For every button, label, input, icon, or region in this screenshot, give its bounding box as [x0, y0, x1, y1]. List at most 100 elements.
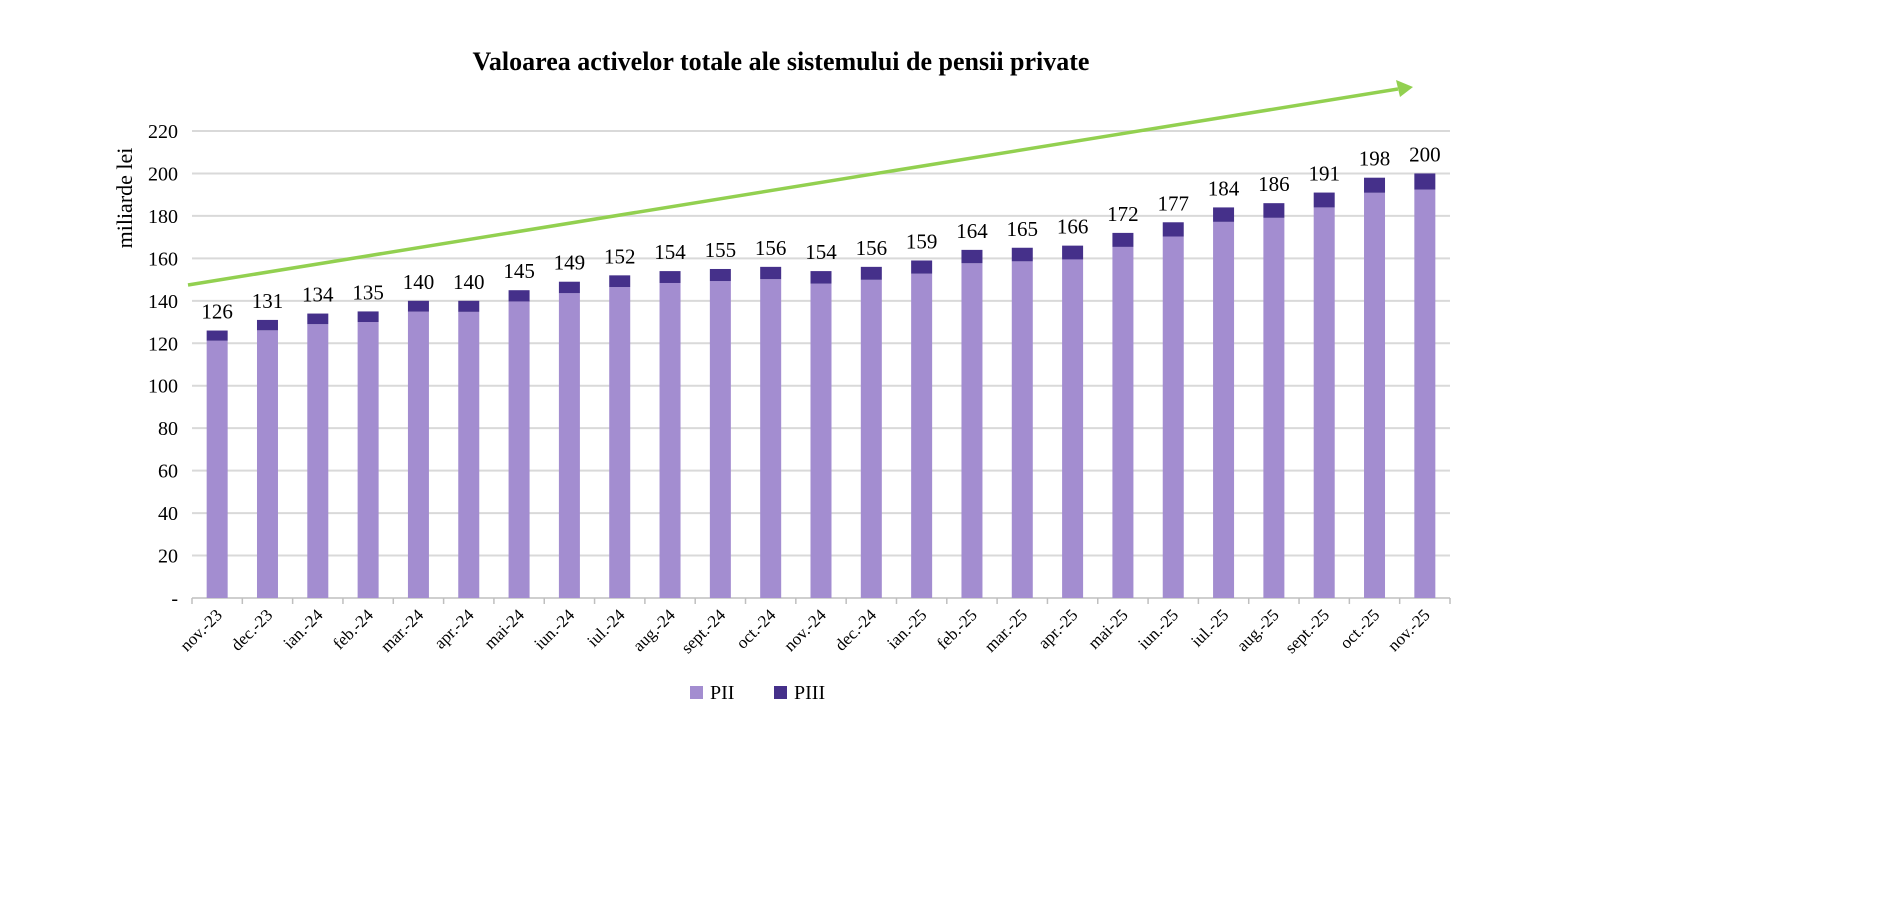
bar-piii: [1414, 173, 1436, 190]
bar-pii: [659, 282, 681, 598]
bar-piii: [1263, 203, 1285, 218]
bar-pii: [508, 301, 530, 598]
bar-piii: [1062, 245, 1084, 260]
bar-piii: [508, 290, 530, 302]
legend-label-piii: PIII: [794, 682, 825, 704]
bar-pii: [1062, 259, 1084, 598]
bar-piii: [1112, 232, 1134, 247]
y-tick-label: 120: [148, 333, 178, 355]
bar-piii: [860, 266, 882, 280]
bar-pii: [1263, 217, 1285, 598]
bar-pii: [206, 340, 228, 598]
x-tick-label: feb.-25: [933, 605, 981, 653]
bar-piii: [961, 249, 983, 264]
bar-pii: [357, 322, 379, 598]
bar-piii: [1011, 247, 1033, 262]
bar-piii: [1313, 192, 1335, 208]
data-label: 186: [1258, 172, 1290, 196]
bar-pii: [760, 279, 782, 598]
bar-piii: [760, 266, 782, 280]
bar-pii: [307, 324, 329, 598]
bar-piii: [307, 313, 329, 325]
trend-arrow-head: [1396, 80, 1413, 97]
data-label: 165: [1007, 217, 1039, 241]
bar-piii: [206, 330, 228, 341]
bar-pii: [458, 311, 480, 598]
data-label: 140: [453, 270, 485, 294]
bar-piii: [407, 300, 429, 312]
x-tick-label: iun.-24: [530, 605, 578, 653]
bar-pii: [1313, 207, 1335, 598]
data-label: 191: [1308, 162, 1340, 186]
x-tick-label: mai-25: [1084, 605, 1131, 652]
bar-piii: [256, 319, 278, 331]
legend-label-pii: PII: [710, 682, 734, 704]
data-label: 156: [856, 236, 888, 260]
y-tick-label: 180: [148, 206, 178, 228]
bar-piii: [709, 268, 731, 282]
bar-pii: [1364, 192, 1386, 598]
legend-swatch-pii: [690, 686, 703, 699]
data-label: 159: [906, 229, 938, 253]
y-tick-label: -: [171, 588, 178, 610]
data-label: 164: [956, 219, 988, 243]
x-tick-label: mar.-24: [377, 605, 428, 656]
x-tick-label: aug.-24: [629, 605, 679, 655]
bar-pii: [407, 311, 429, 598]
data-label: 131: [252, 289, 284, 313]
x-tick-label: apr.-24: [430, 605, 478, 653]
x-tick-label: ian.-25: [883, 605, 930, 652]
bar-pii: [609, 287, 631, 598]
y-tick-label: 140: [148, 291, 178, 313]
x-tick-label: iul.-24: [583, 605, 629, 651]
x-tick-label: oct.-25: [1336, 605, 1383, 652]
x-tick-label: mar.-25: [981, 605, 1031, 655]
x-tick-label: ian.-24: [279, 605, 327, 653]
y-tick-label: 20: [158, 546, 178, 568]
bar-pii: [1213, 221, 1235, 598]
bar-piii: [659, 271, 681, 283]
data-label: 154: [654, 240, 686, 264]
data-label: 145: [503, 259, 535, 283]
data-label: 140: [403, 270, 435, 294]
data-label: 156: [755, 236, 787, 260]
y-tick-label: 40: [158, 503, 178, 525]
x-tick-label: nov.-23: [176, 605, 226, 655]
x-tick-label: sept.-25: [1281, 605, 1333, 657]
bar-pii: [1011, 261, 1033, 598]
data-label: 200: [1409, 142, 1441, 166]
x-tick-label: sept.-24: [677, 605, 729, 657]
x-tick-label: iun.-25: [1134, 605, 1182, 653]
x-tick-label: feb.-24: [329, 605, 377, 653]
data-label: 135: [352, 280, 384, 304]
bar-pii: [961, 263, 983, 598]
x-tick-label: nov.-25: [1384, 605, 1434, 655]
bar-pii: [810, 283, 832, 598]
data-label: 184: [1208, 176, 1240, 200]
bar-pii: [911, 273, 933, 598]
bar-pii: [1112, 246, 1134, 598]
bar-pii: [860, 279, 882, 598]
x-tick-label: nov.-24: [780, 605, 830, 655]
data-label: 154: [805, 240, 837, 264]
x-tick-label: iul.-25: [1187, 605, 1232, 650]
y-tick-label: 80: [158, 418, 178, 440]
data-label: 155: [705, 238, 737, 262]
bar-piii: [609, 275, 631, 288]
x-tick-label: mai-24: [480, 605, 528, 653]
bar-pii: [1162, 236, 1184, 598]
legend: PII PIII: [690, 682, 825, 704]
bar-piii: [357, 311, 379, 323]
data-label: 152: [604, 244, 636, 268]
bar-pii: [1414, 189, 1436, 598]
bar-piii: [810, 271, 832, 284]
data-label: 166: [1057, 215, 1089, 239]
y-tick-label: 60: [158, 461, 178, 483]
x-tick-label: aug.-25: [1233, 605, 1283, 655]
bar-piii: [1364, 177, 1386, 193]
y-tick-label: 160: [148, 248, 178, 270]
x-tick-label: oct.-24: [732, 605, 780, 653]
trend-arrow: [187, 87, 1399, 287]
y-tick-label: 220: [148, 121, 178, 143]
x-tick-label: apr.-25: [1034, 605, 1081, 652]
